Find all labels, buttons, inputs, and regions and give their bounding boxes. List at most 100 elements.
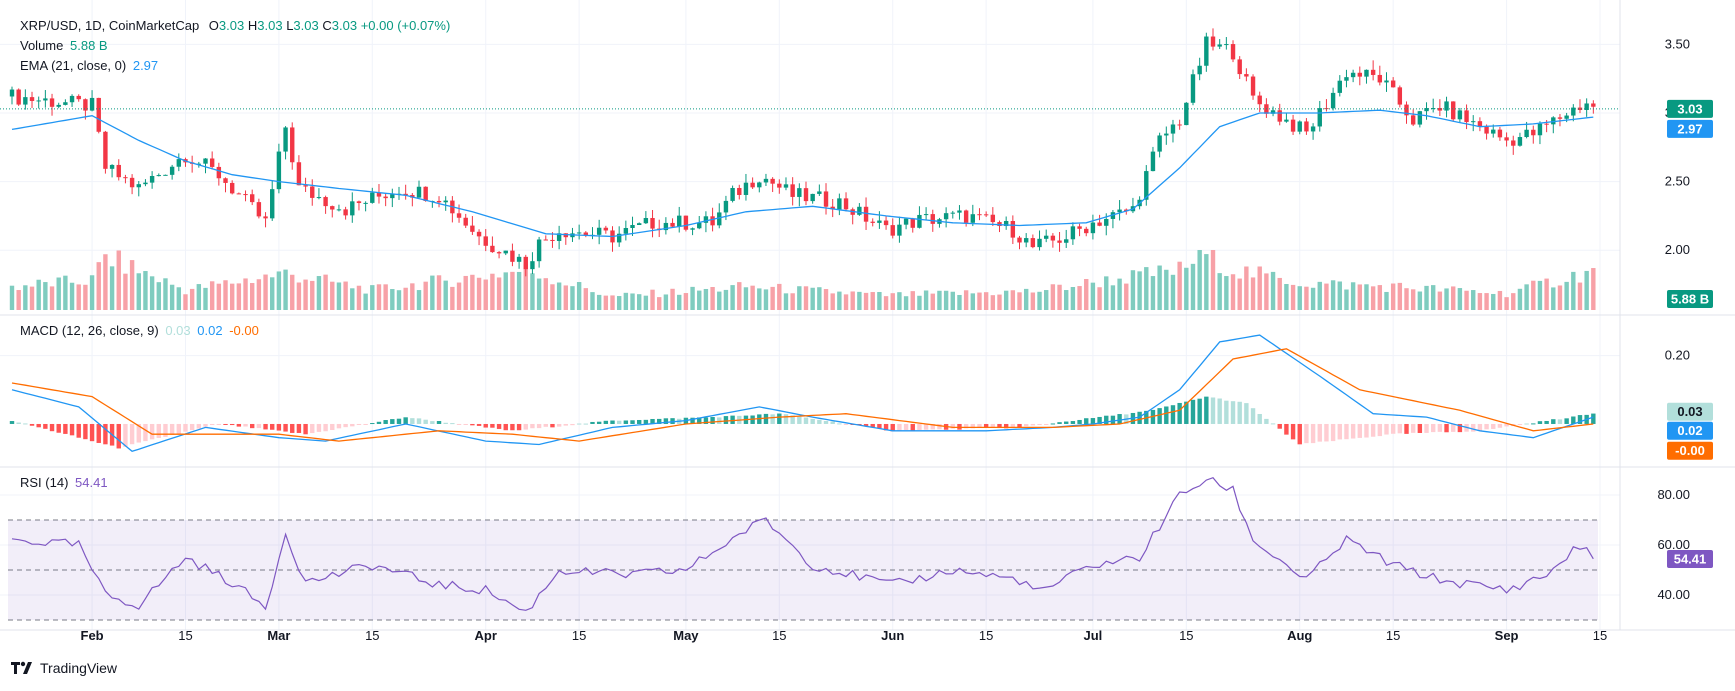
candle-body xyxy=(1557,117,1563,119)
candle-body xyxy=(636,223,642,226)
macd-hist-bar xyxy=(1504,423,1509,427)
candle-body xyxy=(516,256,522,262)
volume-bar xyxy=(903,296,909,310)
candle-body xyxy=(43,98,48,101)
macd-hist-bar xyxy=(1324,423,1329,442)
candle-body xyxy=(1571,107,1576,116)
candle-body xyxy=(169,166,175,175)
volume-bar xyxy=(783,293,789,310)
candle-body xyxy=(23,97,28,105)
volume-bar xyxy=(1384,291,1389,310)
volume-bar xyxy=(1577,282,1583,310)
candle-body xyxy=(390,194,395,199)
macd-hist-bar xyxy=(163,423,168,437)
macd-hist-bar xyxy=(1297,423,1302,445)
macd-hist-bar xyxy=(1030,423,1036,426)
volume-bar xyxy=(803,286,809,310)
macd-hist-bar xyxy=(1164,406,1169,424)
time-tick-label: 15 xyxy=(772,628,786,643)
candle-body xyxy=(1437,108,1443,111)
volume-bar xyxy=(1430,285,1436,310)
volume-bar xyxy=(450,286,455,310)
volume-bar xyxy=(670,288,675,310)
volume-bar xyxy=(196,284,202,310)
volume-bar xyxy=(1537,280,1543,310)
volume-bar xyxy=(49,286,55,310)
volume-bar xyxy=(523,263,528,310)
macd-hist-bar xyxy=(310,423,315,434)
volume-bar xyxy=(777,283,782,310)
symbol-legend[interactable]: XRP/USD, 1D, CoinMarketCap O3.03 H3.03 L… xyxy=(20,18,450,33)
macd-hist-bar xyxy=(1437,423,1443,432)
volume-legend[interactable]: Volume 5.88 B xyxy=(20,38,108,53)
macd-hist-bar xyxy=(1057,422,1062,424)
candle-body xyxy=(470,225,475,232)
rsi-value: 54.41 xyxy=(75,475,108,490)
volume-bar xyxy=(1471,290,1476,310)
volume-bar xyxy=(530,273,535,310)
volume-bar xyxy=(303,279,308,310)
candle-body xyxy=(149,175,155,183)
candle-body xyxy=(1424,108,1429,112)
volume-bar xyxy=(9,285,15,310)
volume-bar xyxy=(463,275,468,310)
ema-label: EMA (21, close, 0) xyxy=(20,58,127,73)
macd-hist-bar xyxy=(843,423,849,425)
candle-body xyxy=(83,99,88,111)
volume-bar xyxy=(163,278,168,310)
candle-body xyxy=(1464,110,1469,123)
macd-hist-bar xyxy=(1537,421,1543,424)
candle-body xyxy=(1030,238,1036,248)
candle-body xyxy=(717,212,722,226)
volume-bar xyxy=(610,295,615,310)
macd-badge-bg xyxy=(1667,421,1713,440)
volume-bar xyxy=(717,291,722,310)
candle-body xyxy=(1224,44,1229,46)
candle-body xyxy=(1397,87,1403,105)
candle-body xyxy=(930,214,935,224)
volume-bar xyxy=(1571,271,1576,310)
candle-body xyxy=(76,95,81,100)
volume-bar xyxy=(1084,278,1089,310)
candle-body xyxy=(1477,121,1483,127)
macd-hist-bar xyxy=(216,423,222,425)
candle-body xyxy=(1010,220,1016,238)
macd-legend[interactable]: MACD (12, 26, close, 9) 0.03 0.02 -0.00 xyxy=(20,323,259,338)
volume-bar xyxy=(983,292,989,310)
candle-body xyxy=(1330,92,1336,109)
candle-body xyxy=(89,97,95,111)
macd-hist-bar xyxy=(256,423,262,429)
volume-bar xyxy=(1030,292,1036,310)
candle-body xyxy=(723,200,729,213)
candle-body xyxy=(276,151,282,190)
volume-bar xyxy=(1277,277,1282,310)
candle-body xyxy=(710,216,715,226)
volume-bar xyxy=(1050,284,1056,310)
macd-hist-bar xyxy=(730,415,735,424)
macd-hist-bar xyxy=(823,420,829,424)
macd-hist-bar xyxy=(990,423,996,428)
tradingview-brand[interactable]: TradingView xyxy=(10,660,117,676)
candle-body xyxy=(303,185,308,187)
volume-bar xyxy=(1457,288,1463,310)
ema-legend[interactable]: EMA (21, close, 0) 2.97 xyxy=(20,58,158,73)
time-tick-label: 15 xyxy=(365,628,379,643)
volume-bar xyxy=(256,279,262,310)
close-label: C xyxy=(322,18,332,33)
volume-bar xyxy=(923,290,929,310)
rsi-legend[interactable]: RSI (14) 54.41 xyxy=(20,475,108,490)
open-label: O xyxy=(208,18,219,33)
candle-body xyxy=(1044,235,1049,239)
candle-body xyxy=(1517,137,1523,146)
volume-bar xyxy=(1531,280,1536,310)
volume-bar xyxy=(270,277,275,310)
macd-hist-bar xyxy=(303,423,308,435)
volume-bar xyxy=(690,286,695,310)
volume-bar xyxy=(496,277,502,310)
macd-hist-bar xyxy=(997,423,1002,429)
macd-hist-bar xyxy=(1477,423,1483,431)
volume-bar xyxy=(76,284,81,310)
candle-body xyxy=(683,215,689,230)
candle-body xyxy=(336,209,342,211)
